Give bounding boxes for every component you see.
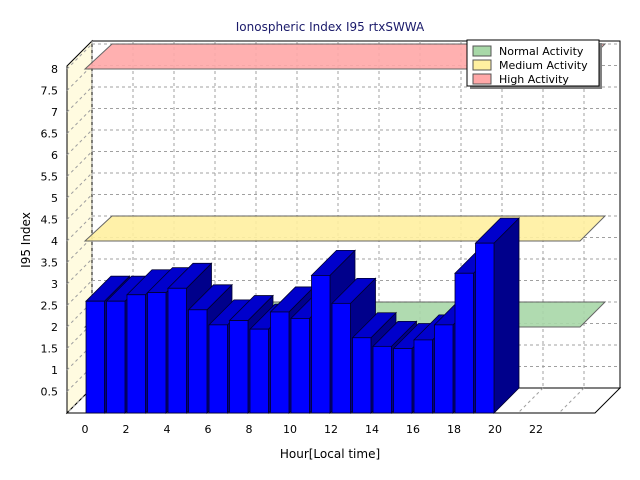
x-tick-label: 18 xyxy=(447,423,461,436)
y-tick-label: 6 xyxy=(51,149,58,162)
y-tick-label: 7 xyxy=(51,106,58,119)
bar-front xyxy=(434,324,454,414)
plot-area: 0.5 1 1.5 2 2.5 3 3.5 4 4.5 5 5.5 6 6.5 7 7.5 8 0 2 4 6 8 10 1… xyxy=(41,39,622,436)
bar-front xyxy=(311,274,331,414)
y-tick-label: 6.5 xyxy=(41,128,59,141)
bar-front xyxy=(290,317,310,414)
y-tick-label: 4 xyxy=(51,235,58,248)
y-tick-label: 3 xyxy=(51,278,58,291)
bar-front xyxy=(475,242,495,414)
band-medium-activity xyxy=(83,215,607,242)
bar-side xyxy=(493,217,520,414)
y-tick-label: 2.5 xyxy=(41,300,59,313)
x-tick-label: 16 xyxy=(406,423,420,436)
x-tick-label: 6 xyxy=(205,423,212,436)
bar-front xyxy=(249,328,269,414)
bar-front xyxy=(270,311,290,414)
x-tick-label: 20 xyxy=(488,423,502,436)
bar xyxy=(474,217,520,414)
x-tick-label: 8 xyxy=(246,423,253,436)
bar-front xyxy=(126,294,146,414)
legend-label: High Activity xyxy=(499,73,569,86)
bar-front xyxy=(106,300,126,414)
y-tick-label: 2 xyxy=(51,321,58,334)
bar-front xyxy=(208,324,228,414)
legend-swatch xyxy=(472,45,492,57)
y-tick-label: 4.5 xyxy=(41,214,59,227)
legend-swatch xyxy=(472,73,492,85)
y-tick-label: 7.5 xyxy=(41,85,59,98)
x-tick-label: 4 xyxy=(164,423,171,436)
legend-label: Normal Activity xyxy=(499,45,584,58)
bar-front xyxy=(85,300,105,414)
y-tick-label: 1.5 xyxy=(41,343,59,356)
y-tick-label: 1 xyxy=(51,364,58,377)
x-tick-label: 10 xyxy=(283,423,297,436)
x-tick-label: 2 xyxy=(123,423,130,436)
x-tick-label: 0 xyxy=(82,423,89,436)
bar-front xyxy=(331,302,351,414)
y-axis-label: I95 Index xyxy=(19,212,33,268)
y-tick-label: 8 xyxy=(51,63,58,76)
x-tick-label: 14 xyxy=(365,423,379,436)
y-tick-label: 5 xyxy=(51,192,58,205)
bar-front xyxy=(188,309,208,414)
x-axis-label: Hour[Local time] xyxy=(280,447,380,461)
legend-swatch xyxy=(472,59,492,71)
y-tick-label: 0.5 xyxy=(41,386,59,399)
y-tick-label: 3.5 xyxy=(41,257,59,270)
legend-label: Medium Activity xyxy=(499,59,588,72)
y-tick-label: 5.5 xyxy=(41,171,59,184)
bar-front xyxy=(167,287,187,414)
bar-front xyxy=(229,320,249,414)
x-tick-label: 22 xyxy=(529,423,543,436)
bar-front xyxy=(454,272,474,414)
bar-front xyxy=(372,345,392,414)
chart-title: Ionospheric Index I95 rtxSWWA xyxy=(236,20,425,34)
bar-front xyxy=(393,348,413,414)
bar-front xyxy=(352,337,372,414)
x-tick-label: 12 xyxy=(324,423,338,436)
bar-front xyxy=(413,339,433,414)
bar-front xyxy=(147,292,167,414)
